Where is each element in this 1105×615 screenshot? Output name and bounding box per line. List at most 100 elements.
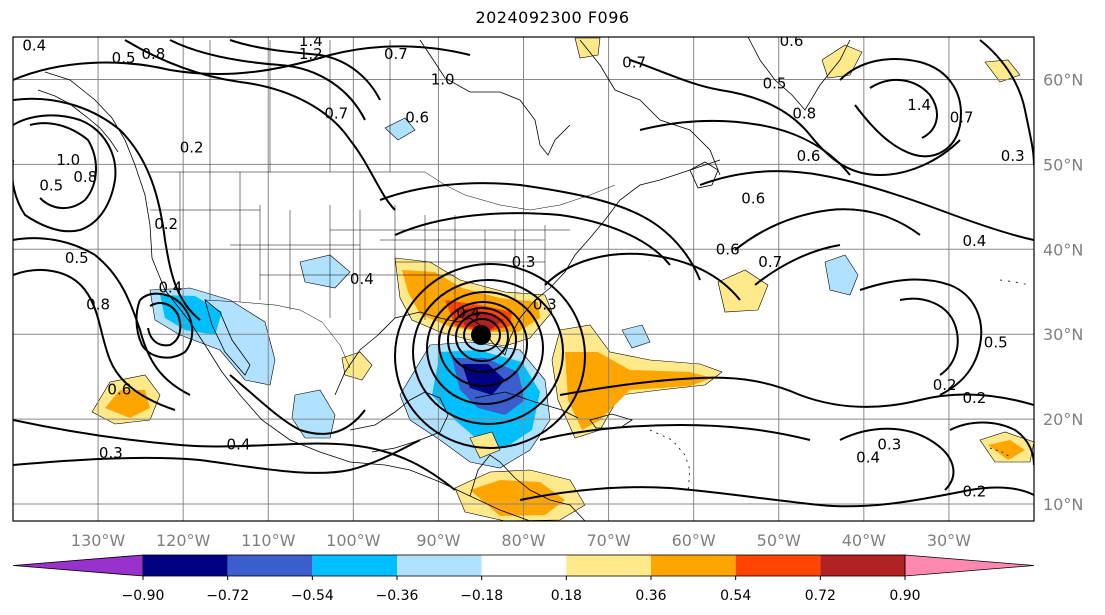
- longitude-tick-label: 80°W: [501, 531, 545, 550]
- colorbar-label: −0.54: [291, 588, 334, 604]
- contour-label: 0.2: [963, 389, 987, 407]
- colorbar-extend-high: [904, 554, 1035, 577]
- contour-label: 0.3: [1001, 147, 1025, 165]
- shade-negative-mexico: [291, 389, 336, 439]
- contour-label: 0.6: [716, 240, 740, 258]
- longitude-tick-label: 90°W: [416, 531, 460, 550]
- longitude-tick-label: 70°W: [586, 531, 630, 550]
- coast-cape-verde: [989, 447, 1013, 459]
- contour-label: 0.3: [99, 444, 123, 462]
- colorbar-label: 0.36: [635, 588, 666, 604]
- longitude-tick-label: 130°W: [71, 531, 126, 550]
- contour-hurricane-ring: [426, 291, 544, 405]
- contour-line: [639, 119, 851, 176]
- colorbar-label: 0.72: [805, 588, 836, 604]
- contour-label: 0.3: [512, 253, 536, 271]
- contour-hurricane-ring: [455, 312, 509, 362]
- contour-label: 0.4: [227, 436, 251, 454]
- colorbar-label: −0.90: [122, 588, 165, 604]
- shading-layer: [91, 37, 1034, 521]
- contour-line: [754, 244, 841, 286]
- contour-label: 0.3: [877, 436, 901, 454]
- map-frame: [12, 36, 1035, 522]
- shade-negative-hudson: [384, 117, 416, 141]
- latitude-tick-label: 20°N: [1043, 410, 1083, 429]
- shade-positive-pacific-inner: [105, 390, 150, 418]
- colorbar-swatch: [481, 555, 567, 576]
- latitude-tick-label: 50°N: [1043, 155, 1083, 174]
- contour-label: 0.4: [456, 304, 480, 322]
- shade-negative-texas: [299, 254, 351, 289]
- colorbar-swatch: [566, 555, 651, 576]
- border-canada-provinces: [209, 40, 391, 172]
- latitude-tick-label: 30°N: [1043, 325, 1083, 344]
- shade-positive-yucatan: [469, 431, 501, 459]
- colorbar-label: −0.72: [206, 588, 249, 604]
- coast-canary: [999, 279, 1031, 286]
- coast-hispaniola: [589, 413, 633, 429]
- coast-greenland: [747, 37, 851, 111]
- longitude-tick-label: 110°W: [241, 531, 296, 550]
- contour-line: [13, 237, 191, 396]
- coast-central-america: [469, 454, 586, 521]
- colorbar-swatch: [312, 555, 397, 576]
- contour-label: 0.4: [22, 36, 46, 54]
- shade-positive-labrador: [574, 37, 601, 59]
- contour-label: 0.2: [154, 215, 178, 233]
- contour-line: [229, 39, 381, 101]
- contour-label: 0.6: [797, 147, 821, 165]
- coast-cuba: [474, 391, 579, 419]
- contour-line: [13, 419, 456, 491]
- contour-label: 0.5: [112, 49, 136, 67]
- contour-hurricane-ring: [394, 263, 586, 449]
- contour-line: [519, 486, 1034, 508]
- contour-line: [559, 376, 1034, 408]
- contour-label: 0.4: [856, 448, 880, 466]
- shade-negative-atlantic-east: [824, 254, 859, 296]
- contour-hurricane-ring: [412, 279, 564, 425]
- contour-label: 0.2: [933, 376, 957, 394]
- contour-label: 0.6: [405, 109, 429, 127]
- longitude-tick-label: 120°W: [156, 531, 211, 550]
- border-states-1: [179, 172, 546, 320]
- latitude-labels: 60°N 50°N 40°N 30°N 20°N 10°N: [1043, 70, 1083, 514]
- latitude-tick-label: 40°N: [1043, 240, 1083, 259]
- latitude-tick-label: 10°N: [1043, 495, 1083, 514]
- contour-label: 0.5: [65, 249, 89, 267]
- gridlines: [13, 37, 1034, 521]
- contour-label: 0.6: [741, 189, 765, 207]
- colorbar-swatch: [820, 555, 905, 576]
- contour-line: [135, 292, 194, 359]
- colorbar-swatch: [651, 555, 736, 576]
- contour-label: 0.4: [158, 278, 182, 296]
- contour-label: 1.4: [907, 96, 931, 114]
- contour-hurricane-ring: [447, 307, 517, 373]
- longitude-tick-label: 30°W: [927, 531, 971, 550]
- contour-line: [13, 269, 176, 411]
- contour-line: [379, 182, 701, 281]
- contour-label: 0.2: [963, 482, 987, 500]
- contour-line: [13, 114, 117, 233]
- contour-line: [839, 58, 962, 158]
- contour-label: 0.2: [180, 138, 204, 156]
- contour-label: 0.8: [73, 168, 97, 186]
- colorbar-label: −0.36: [376, 588, 419, 604]
- contour-line: [539, 423, 811, 441]
- longitude-tick-label: 100°W: [326, 531, 381, 550]
- contour-line: [124, 39, 396, 211]
- contour-hurricane-ring: [438, 301, 528, 387]
- contour-label: 0.7: [324, 104, 348, 122]
- colorbar-label: 0.18: [551, 588, 582, 604]
- contour-line: [13, 439, 421, 474]
- contour-label: 0.8: [792, 104, 816, 122]
- hurricane-center: [471, 325, 491, 345]
- contour-hurricane-ring: [463, 318, 501, 352]
- contour-line: [544, 252, 741, 301]
- shade-positive-east-atlantic-inner: [988, 440, 1025, 460]
- contour-label: 0.7: [950, 109, 974, 127]
- contour-line: [13, 97, 201, 321]
- colorbar: −0.90 −0.72 −0.54 −0.36 −0.18 0.18 0.36 0.54 0.7…: [12, 554, 1035, 604]
- contour-label: 0.7: [758, 253, 782, 271]
- coast-labrador: [579, 39, 721, 176]
- contour-label: 1.4: [299, 32, 323, 50]
